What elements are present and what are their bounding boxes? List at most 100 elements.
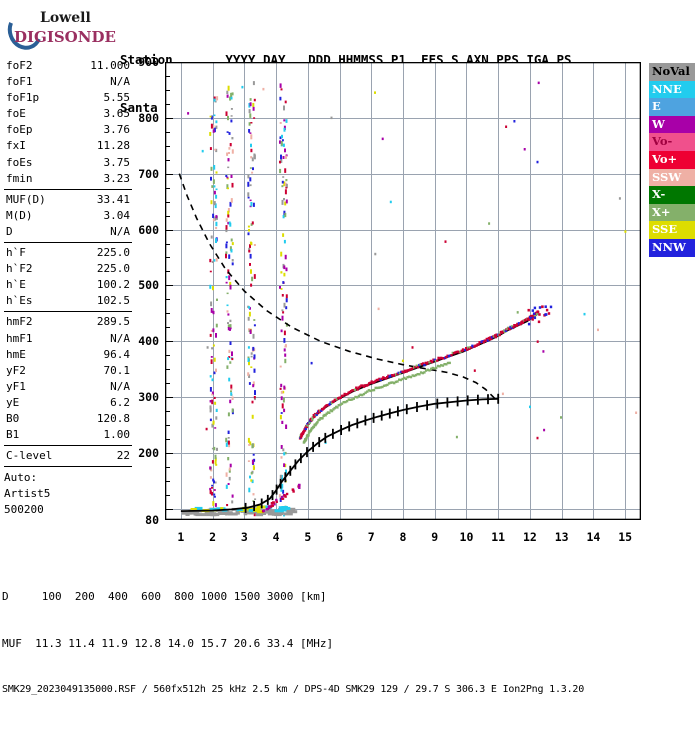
y-tick-80: 80: [145, 513, 159, 527]
legend-item-nnw[interactable]: NNW: [649, 238, 695, 257]
x-tick-5: 5: [304, 530, 312, 544]
x-tick-14: 14: [586, 530, 601, 544]
param-value: 225.0: [96, 246, 130, 260]
param-row-hf2: h`F2 225.0: [4, 261, 132, 277]
y-tick-200: 200: [138, 445, 159, 460]
x-tick-8: 8: [399, 530, 407, 544]
param-row-fof1: foF1 N/A: [4, 74, 132, 90]
file-status-line: SMK29_2023049135000.RSF / 560fx512h 25 k…: [2, 684, 585, 695]
param-key: C-level: [6, 449, 53, 463]
doppler-legend[interactable]: NoVal NNE E W Vo- Vo+ SSW X- X+ SSE NNW: [649, 63, 695, 257]
x-tick-2: 2: [209, 530, 217, 544]
x-tick-10: 10: [459, 530, 474, 544]
param-value: 3.76: [103, 123, 131, 137]
param-row-fmin: fmin 3.23: [4, 171, 132, 187]
param-value: 70.1: [103, 363, 131, 377]
y-tick-500: 500: [138, 278, 159, 293]
logo-digisonde-text: DIGISONDE: [14, 28, 116, 46]
param-value: 33.41: [96, 192, 130, 206]
x-tick-1: 1: [177, 530, 185, 544]
x-tick-9: 9: [431, 530, 439, 544]
logo-lowell-text: Lowell: [40, 10, 91, 26]
y-tick-400: 400: [138, 334, 159, 349]
x-tick-3: 3: [240, 530, 248, 544]
electron-density-profile: [180, 397, 499, 512]
auto-code: 500200: [4, 503, 44, 517]
param-value: 6.2: [110, 395, 130, 409]
x-tick-15: 15: [618, 530, 633, 544]
param-row-foes: foEs 3.75: [4, 155, 132, 171]
param-row-yf1: yF1 N/A: [4, 379, 132, 395]
legend-item-w[interactable]: W: [649, 115, 695, 134]
param-value: 22: [116, 449, 130, 463]
param-value: 96.4: [103, 347, 131, 361]
param-key: M(D): [6, 208, 33, 222]
param-key: h`Es: [6, 294, 33, 308]
param-row-fof1p: foF1p 5.55: [4, 90, 132, 106]
param-row-clevel: C-level 22: [4, 448, 132, 464]
param-row-mufd: MUF(D) 33.41: [4, 192, 132, 208]
param-value: N/A: [110, 379, 130, 393]
param-row-hmf2: hmF2 289.5: [4, 314, 132, 330]
param-group-muf: MUF(D) 33.41 M(D) 3.04 D N/A: [4, 192, 132, 240]
param-row-b1: B1 1.00: [4, 427, 132, 443]
x-tick-7: 7: [367, 530, 375, 544]
param-divider-4: [4, 445, 132, 447]
param-value: 5.55: [103, 91, 131, 105]
param-key: hmE: [6, 347, 26, 361]
legend-item-x[interactable]: X-: [649, 186, 695, 204]
param-value: 1.00: [103, 428, 131, 442]
param-row-fxi: fxI 11.28: [4, 138, 132, 154]
ionogram-canvas[interactable]: [165, 62, 641, 520]
param-value: N/A: [110, 331, 130, 345]
legend-item-vo[interactable]: Vo-: [649, 133, 695, 151]
param-group-virtual-heights: h`F 225.0 h`F2 225.0 h`E 100.2 h`Es 102.5: [4, 245, 132, 309]
param-key: foE: [6, 107, 26, 121]
param-row-ye: yE 6.2: [4, 395, 132, 411]
y-tick-600: 600: [138, 222, 159, 237]
ionogram-window: Lowell DIGISONDE Station YYYY DAY DDD HH…: [2, 7, 695, 695]
param-key: foF2: [6, 59, 33, 72]
param-key: h`F: [6, 246, 26, 260]
param-divider-2: [4, 242, 132, 244]
param-key: fxI: [6, 139, 26, 153]
legend-item-vo[interactable]: Vo+: [649, 150, 695, 169]
param-value: 102.5: [96, 294, 130, 308]
param-key: B1: [6, 428, 20, 442]
x-tick-6: 6: [336, 530, 343, 544]
param-value: 225.0: [96, 262, 130, 276]
param-key: B0: [6, 411, 20, 425]
param-group-profile: hmF2 289.5 hmF1 N/A hmE 96.4 yF2 70.1 yF1 N/A yE 6.…: [4, 314, 132, 443]
legend-item-e[interactable]: E: [649, 98, 695, 116]
y-tick-300: 300: [138, 390, 159, 405]
param-key: foF1p: [6, 91, 40, 105]
param-group-frequencies: foF2 11.000 foF1 N/A foF1p 5.55 foE 3.65 foEp 3.7…: [4, 58, 132, 187]
param-key: hmF1: [6, 331, 33, 345]
legend-item-x[interactable]: X+: [649, 203, 695, 222]
param-key: h`E: [6, 278, 26, 292]
param-row-hes: h`Es 102.5: [4, 293, 132, 309]
legend-item-ssw[interactable]: SSW: [649, 168, 695, 187]
param-key: MUF(D): [6, 192, 46, 206]
muf-scale-line: MUF 11.3 11.4 11.9 12.8 14.0 15.7 20.6 3…: [2, 636, 334, 650]
autoscaling-info: Auto: Artist5 500200: [4, 470, 132, 518]
param-row-d: D N/A: [4, 224, 132, 240]
param-key: foF1: [6, 75, 33, 89]
param-value: 3.75: [103, 155, 131, 169]
legend-item-nne[interactable]: NNE: [649, 80, 695, 99]
param-divider-1: [4, 188, 132, 190]
param-value: N/A: [110, 75, 130, 89]
param-row-hf: h`F 225.0: [4, 245, 132, 261]
legend-item-noval[interactable]: NoVal: [649, 63, 695, 81]
param-key: hmF2: [6, 315, 33, 329]
param-key: foEs: [6, 155, 33, 169]
param-key: h`F2: [6, 262, 33, 276]
param-row-foe: foE 3.65: [4, 106, 132, 122]
param-row-md: M(D) 3.04: [4, 208, 132, 224]
legend-item-sse[interactable]: SSE: [649, 221, 695, 239]
ionogram-plot[interactable]: [165, 62, 641, 520]
scale-footer: D 100 200 400 600 800 1000 1500 3000 [km…: [2, 558, 584, 729]
param-row-he: h`E 100.2: [4, 277, 132, 293]
param-divider-5: [4, 466, 132, 468]
param-key: yE: [6, 395, 20, 409]
